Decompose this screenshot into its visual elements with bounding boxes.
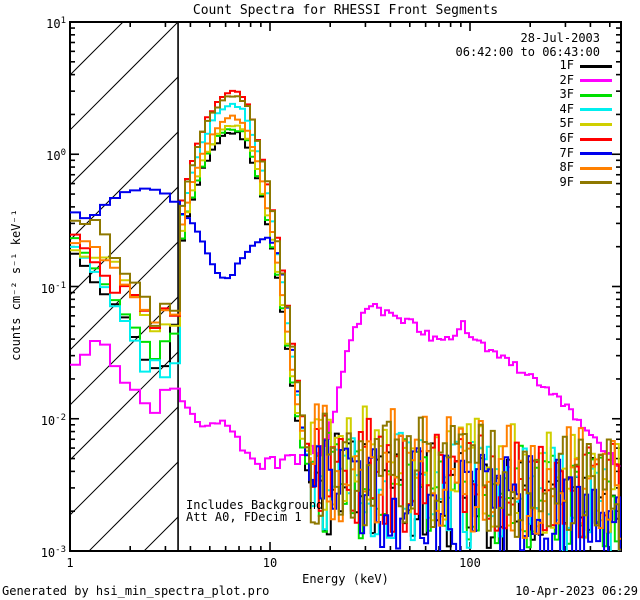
- plot-frame: [69, 21, 622, 552]
- spectra-curves: [70, 89, 621, 551]
- hatch-region: [70, 22, 179, 551]
- x-tick-label: 100: [459, 556, 481, 570]
- x-tick-label: 1: [66, 556, 74, 570]
- legend-swatch-6F: [580, 137, 612, 141]
- legend-label-9F: 9F: [559, 174, 574, 189]
- legend-label-3F: 3F: [559, 87, 574, 102]
- y-axis-label: counts cm⁻² s⁻¹ keV⁻¹: [9, 209, 23, 361]
- spectrum-curve-6F: [70, 89, 621, 539]
- legend-label-8F: 8F: [559, 160, 574, 175]
- x-tick-label: 10: [262, 556, 278, 570]
- y-tick-label: 10-2: [40, 412, 66, 428]
- legend-swatch-5F: [580, 122, 612, 126]
- y-tick-label: 100: [46, 148, 66, 164]
- spectrum-curve-7F: [70, 187, 621, 551]
- time-range-label: 06:42:00 to 06:43:00: [455, 45, 601, 59]
- page-title: Count Spectra for RHESSI Front Segments: [192, 3, 499, 18]
- observation-date-label: 28-Jul-2003: [520, 31, 600, 45]
- legend-label-6F: 6F: [559, 131, 574, 145]
- y-tick-label: 101: [46, 16, 66, 31]
- legend-label-7F: 7F: [559, 145, 574, 160]
- spectrum-curve-4F: [70, 102, 621, 551]
- footer-timestamp: 10-Apr-2023 06:29: [515, 584, 638, 598]
- legend-swatch-7F: [580, 152, 612, 156]
- legend-swatch-9F: [580, 181, 612, 185]
- footer-generated-by: Generated by hsi_min_spectra_plot.pro: [2, 584, 270, 598]
- legend-swatch-1F: [580, 64, 612, 68]
- legend-swatch-4F: [580, 108, 612, 112]
- y-tick-label: 10-3: [40, 545, 66, 560]
- spectrum-curve-9F: [70, 95, 621, 551]
- x-axis-label: Energy (keV): [302, 572, 389, 586]
- legend-label-4F: 4F: [559, 101, 574, 116]
- legend-swatch-3F: [580, 93, 612, 97]
- y-tick-label: 10-1: [40, 280, 66, 296]
- legend-label-1F: 1F: [559, 58, 574, 72]
- attenuator-note: Att A0, FDecim 1: [186, 510, 302, 524]
- spectrum-curve-2F: [70, 303, 621, 470]
- legend-label-5F: 5F: [559, 116, 574, 131]
- background-note: Includes Background: [186, 498, 324, 512]
- legend-swatch-8F: [580, 166, 612, 170]
- legend-label-2F: 2F: [559, 72, 574, 87]
- legend-swatch-2F: [580, 79, 612, 83]
